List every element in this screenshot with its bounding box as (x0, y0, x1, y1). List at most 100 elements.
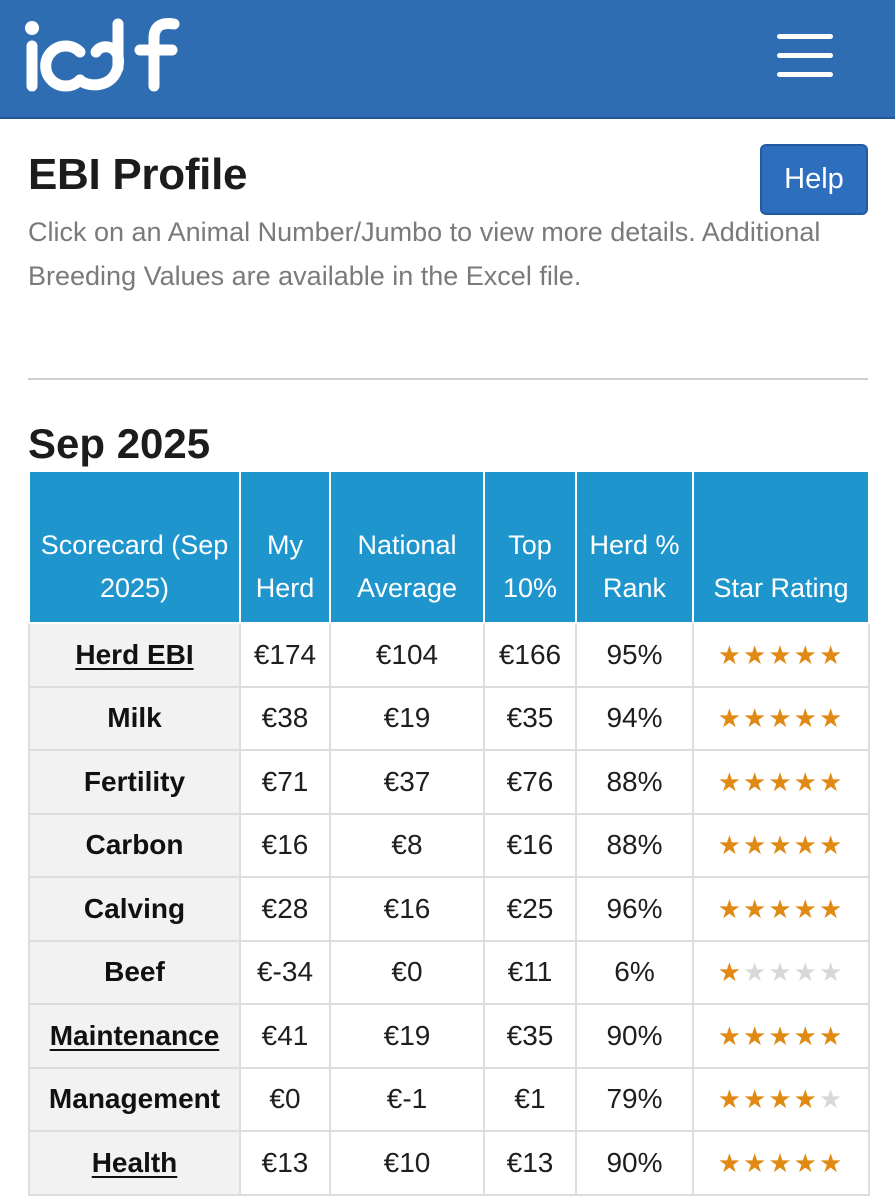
star-rating-cell: ★★★★★ (692, 1066, 870, 1132)
national-average-cell: €0 (329, 939, 485, 1005)
table-row: Beef €-34 €0 €11 6% ★★★★★ (28, 939, 870, 1005)
star-rating: ★★★★★ (718, 957, 845, 987)
star-rating: ★★★★★ (718, 640, 845, 670)
star-filled-icon: ★ (818, 703, 845, 734)
star-filled-icon: ★ (717, 639, 744, 670)
star-filled-icon: ★ (768, 766, 794, 797)
star-filled-icon: ★ (717, 766, 744, 797)
star-filled-icon: ★ (743, 766, 769, 797)
national-average-cell: €8 (329, 812, 485, 878)
my-herd-cell: €-34 (239, 939, 331, 1005)
star-filled-icon: ★ (743, 1147, 769, 1178)
star-rating-cell: ★★★★★ (692, 812, 870, 878)
star-filled-icon: ★ (743, 1084, 769, 1115)
header-my-herd: My Herd (239, 470, 331, 624)
star-filled-icon: ★ (818, 830, 845, 861)
national-average-cell: €19 (329, 1003, 485, 1069)
my-herd-cell: €16 (239, 812, 331, 878)
star-rating: ★★★★★ (718, 703, 845, 733)
trait-cell: Maintenance (28, 1003, 241, 1069)
star-filled-icon: ★ (793, 1084, 819, 1115)
table-row: Management €0 €-1 €1 79% ★★★★★ (28, 1066, 870, 1132)
my-herd-cell: €38 (239, 685, 331, 751)
top-10-cell: €25 (483, 876, 577, 942)
header-scorecard: Scorecard (Sep 2025) (28, 470, 241, 624)
icbf-logo[interactable] (22, 16, 182, 96)
trait-link[interactable]: Maintenance (49, 1019, 220, 1051)
table-row: Health €13 €10 €13 90% ★★★★★ (28, 1130, 870, 1196)
herd-rank-cell: 96% (575, 876, 694, 942)
star-filled-icon: ★ (818, 893, 845, 924)
top-10-cell: €11 (483, 939, 577, 1005)
table-row: Fertility €71 €37 €76 88% ★★★★★ (28, 749, 870, 815)
help-button[interactable]: Help (760, 144, 868, 215)
trait-cell: Calving (28, 876, 241, 942)
star-rating: ★★★★★ (718, 1148, 845, 1178)
my-herd-cell: €13 (239, 1130, 331, 1196)
top-10-cell: €13 (483, 1130, 577, 1196)
trait-cell: Fertility (28, 749, 241, 815)
top-10-cell: €16 (483, 812, 577, 878)
herd-rank-cell: 88% (575, 812, 694, 878)
star-rating-cell: ★★★★★ (692, 939, 870, 1005)
section-title: Sep 2025 (28, 420, 211, 467)
herd-rank-cell: 90% (575, 1130, 694, 1196)
my-herd-cell: €41 (239, 1003, 331, 1069)
star-filled-icon: ★ (717, 893, 744, 924)
herd-rank-cell: 6% (575, 939, 694, 1005)
star-filled-icon: ★ (717, 830, 744, 861)
table-row: Herd EBI €174 €104 €166 95% ★★★★★ (28, 622, 870, 688)
star-rating-cell: ★★★★★ (692, 749, 870, 815)
star-rating: ★★★★★ (718, 830, 845, 860)
star-filled-icon: ★ (793, 830, 819, 861)
star-filled-icon: ★ (793, 893, 819, 924)
trait-cell: Milk (28, 685, 241, 751)
star-filled-icon: ★ (768, 1020, 794, 1051)
star-filled-icon: ★ (768, 1084, 794, 1115)
star-filled-icon: ★ (743, 893, 769, 924)
table-body: Herd EBI €174 €104 €166 95% ★★★★★ Milk €38 €19 €3… (28, 622, 870, 1196)
herd-rank-cell: 95% (575, 622, 694, 688)
national-average-cell: €-1 (329, 1066, 485, 1132)
national-average-cell: €19 (329, 685, 485, 751)
herd-rank-cell: 94% (575, 685, 694, 751)
star-rating-cell: ★★★★★ (692, 1130, 870, 1196)
star-rating-cell: ★★★★★ (692, 876, 870, 942)
trait-link[interactable]: Herd EBI (75, 638, 194, 670)
national-average-cell: €16 (329, 876, 485, 942)
intro-text: Click on an Animal Number/Jumbo to view … (28, 217, 821, 291)
star-filled-icon: ★ (768, 1147, 794, 1178)
star-rating: ★★★★★ (718, 1021, 845, 1051)
trait-cell: Herd EBI (28, 622, 241, 688)
herd-rank-cell: 79% (575, 1066, 694, 1132)
star-filled-icon: ★ (818, 1020, 845, 1051)
herd-rank-cell: 88% (575, 749, 694, 815)
star-filled-icon: ★ (793, 639, 819, 670)
star-filled-icon: ★ (717, 957, 744, 988)
national-average-cell: €10 (329, 1130, 485, 1196)
top-10-cell: €166 (483, 622, 577, 688)
trait-cell: Health (28, 1130, 241, 1196)
star-empty-icon: ★ (743, 957, 769, 988)
hamburger-menu-icon[interactable] (770, 28, 840, 84)
header-star-rating: Star Rating (692, 470, 870, 624)
table-row: Calving €28 €16 €25 96% ★★★★★ (28, 876, 870, 942)
trait-link[interactable]: Health (91, 1146, 178, 1178)
divider (28, 378, 868, 380)
star-rating-cell: ★★★★★ (692, 622, 870, 688)
header-herd-rank: Herd % Rank (575, 470, 694, 624)
star-filled-icon: ★ (717, 1147, 744, 1178)
star-filled-icon: ★ (768, 703, 794, 734)
top-10-cell: €35 (483, 1003, 577, 1069)
star-filled-icon: ★ (793, 703, 819, 734)
star-filled-icon: ★ (768, 830, 794, 861)
star-filled-icon: ★ (743, 639, 769, 670)
trait-cell: Management (28, 1066, 241, 1132)
national-average-cell: €104 (329, 622, 485, 688)
my-herd-cell: €174 (239, 622, 331, 688)
star-filled-icon: ★ (743, 830, 769, 861)
star-filled-icon: ★ (717, 1020, 744, 1051)
star-filled-icon: ★ (818, 766, 845, 797)
table-row: Milk €38 €19 €35 94% ★★★★★ (28, 685, 870, 751)
national-average-cell: €37 (329, 749, 485, 815)
